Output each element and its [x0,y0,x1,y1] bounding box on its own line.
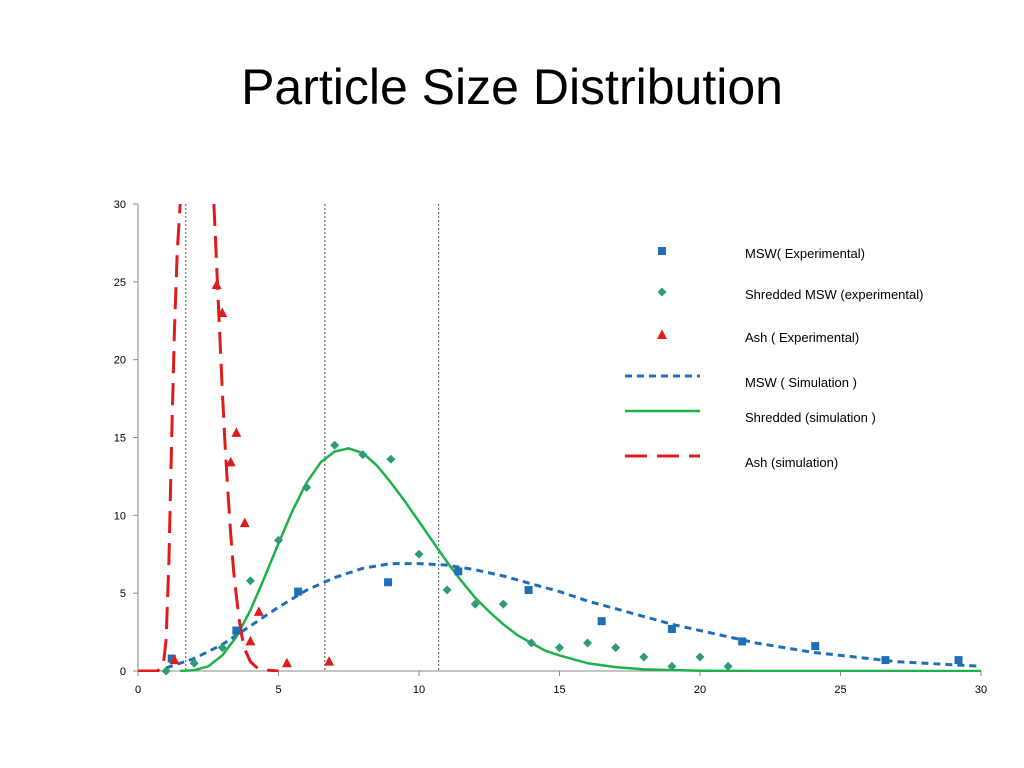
data-point-triangle [239,517,250,528]
data-point-square [454,567,463,576]
x-tick-label: 30 [975,684,987,696]
series-points [161,279,963,676]
data-point-diamond [526,638,536,648]
data-point-diamond [583,638,593,648]
data-point-diamond [611,643,621,653]
data-point-diamond [302,482,312,492]
data-point-triangle [217,307,228,317]
y-tick-label: 5 [120,588,126,600]
data-point-square [667,624,676,633]
data-point-triangle [169,654,180,665]
data-point-diamond [245,576,255,586]
data-point-square [294,587,303,596]
legend-marker-square [658,247,666,255]
series-line-5 [138,204,182,672]
data-point-diamond [189,658,199,668]
series-lines [138,204,982,672]
series-line-4 [180,447,981,672]
data-point-diamond [386,454,396,464]
legend-label: MSW ( Simulation ) [745,375,857,390]
data-point-square [738,637,747,646]
data-point-square [384,578,393,587]
reference-lines [185,204,440,671]
series-line-5-b [212,204,279,672]
data-point-triangle [245,635,256,646]
data-point-triangle [225,456,236,467]
legend-label: Shredded (simulation ) [745,410,876,425]
legend-marker-triangle [657,329,667,339]
y-tick-label: 15 [114,433,126,445]
data-point-square [954,656,963,665]
y-tick-label: 10 [114,510,126,522]
data-point-diamond [274,535,283,545]
data-point-triangle [231,427,242,437]
x-tick-label: 10 [413,684,425,696]
legend-label: Shredded MSW (experimental) [745,287,923,302]
legend-marker-diamond [657,287,667,297]
data-point-diamond [330,440,340,450]
x-tick-label: 20 [694,684,706,696]
data-point-diamond [161,666,171,676]
slide-title: Particle Size Distribution [241,59,783,115]
y-tick-label: 20 [114,355,126,367]
data-point-diamond [414,549,424,559]
y-tick-label: 0 [120,666,126,678]
data-point-square [167,654,176,663]
x-tick-label: 0 [135,684,141,696]
data-point-triangle [324,656,335,666]
data-point-triangle [281,657,292,668]
data-point-diamond [358,450,368,460]
data-point-diamond [442,585,452,595]
y-tick-label: 30 [114,199,126,211]
x-tick-label: 15 [553,684,565,696]
legend: MSW( Experimental) Shredded MSW (experime… [625,246,923,470]
data-point-diamond [555,643,564,653]
data-point-square [524,586,533,595]
data-point-square [232,626,241,635]
data-point-diamond [217,643,227,653]
data-point-diamond [498,599,508,609]
data-point-square [881,656,890,665]
data-point-diamond [723,661,733,671]
data-point-diamond [667,661,677,671]
legend-label: MSW( Experimental) [745,246,865,261]
legend-label: Ash (simulation) [745,455,838,470]
x-tick-label: 25 [834,684,846,696]
data-point-diamond [695,652,705,662]
data-point-square [811,642,820,651]
data-point-triangle [211,279,222,289]
x-tick-label: 5 [275,684,281,696]
data-point-diamond [639,652,649,662]
y-tick-label: 25 [114,277,126,289]
series-line-3 [165,562,982,670]
legend-label: Ash ( Experimental) [745,330,859,345]
data-point-square [597,617,606,626]
data-point-diamond [470,599,480,609]
data-point-triangle [253,606,264,616]
